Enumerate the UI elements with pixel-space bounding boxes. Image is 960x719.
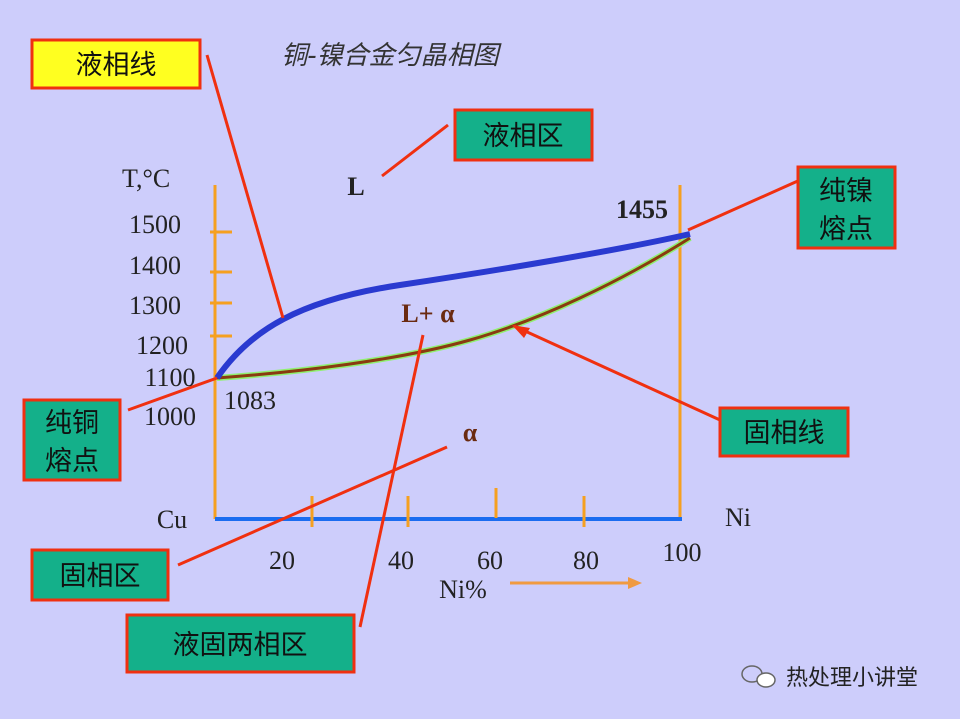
y-axis-label: T,°C [122, 164, 170, 193]
callout: 液固两相区 [173, 630, 308, 661]
callout-box [453, 108, 594, 162]
solidus-curve [216, 236, 691, 380]
callout-box [125, 613, 356, 674]
callout: 纯镍 [819, 176, 873, 207]
x-tick-label: 100 [663, 538, 702, 567]
y-tick-label: 1000 [144, 402, 196, 431]
callout-box [718, 406, 850, 458]
callout-box [30, 548, 170, 602]
axes [210, 185, 682, 527]
callout-box [30, 38, 202, 90]
region-label: L+ α [401, 299, 455, 328]
x-tick-label: 40 [388, 546, 414, 575]
callout: 液相线 [76, 50, 157, 81]
callout-box [796, 165, 897, 250]
x-axis-label: Ni% [439, 575, 487, 604]
region-label: α [463, 418, 478, 447]
region-label: L [347, 172, 364, 201]
title: 铜-镍合金匀晶相图 [281, 41, 502, 71]
callout: 固相区 [60, 561, 141, 592]
x-tick-label: 80 [573, 546, 599, 575]
point-label: 1455 [616, 195, 668, 224]
x-axis-end: Ni [725, 503, 751, 532]
y-tick-label: 1200 [136, 331, 188, 360]
y-tick-label: 1100 [144, 363, 195, 392]
x-tick-label: 20 [269, 546, 295, 575]
x-axis-end: Cu [157, 505, 187, 534]
callout: 熔点 [819, 214, 873, 245]
pointers [127, 54, 801, 628]
liquidus-curve [214, 231, 691, 380]
callout-box [22, 398, 122, 482]
y-tick-label: 1400 [129, 251, 181, 280]
callout: 固相线 [744, 418, 825, 449]
callout: 纯铜 [45, 408, 99, 439]
callout: 熔点 [45, 446, 99, 477]
point-label: 1083 [224, 386, 276, 415]
watermark: 热处理小讲堂 [786, 666, 918, 691]
y-tick-label: 1300 [129, 291, 181, 320]
callout: 液相区 [483, 121, 564, 152]
y-tick-label: 1500 [129, 210, 181, 239]
watermark-icon [741, 665, 776, 688]
x-tick-label: 60 [477, 546, 503, 575]
